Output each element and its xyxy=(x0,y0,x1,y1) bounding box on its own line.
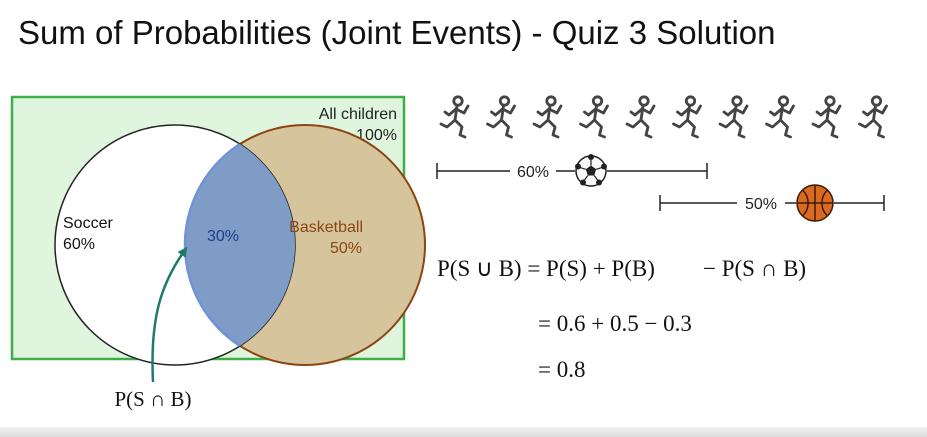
soccer-bar-percent: 60% xyxy=(517,164,549,181)
bottom-bar xyxy=(0,427,927,437)
child-runner-icon xyxy=(858,95,888,139)
intersection-pointer-arrow xyxy=(151,246,188,383)
child-runner-icon xyxy=(579,95,609,139)
children-row xyxy=(439,95,888,139)
basketball-bar-percent: 50% xyxy=(745,196,777,213)
child-runner-icon xyxy=(625,95,656,139)
soccer-label: Soccer xyxy=(63,215,113,232)
child-runner-icon xyxy=(718,95,749,139)
basketball-percent: 50% xyxy=(330,240,362,257)
intersection-label: P(S ∩ B) xyxy=(114,387,191,411)
equation-substitution: = 0.6 + 0.5 − 0.3 xyxy=(538,311,692,336)
universe-percent: 100% xyxy=(356,127,397,144)
child-runner-icon xyxy=(672,95,702,139)
equation-intersection-term: − P(S ∩ B) xyxy=(703,256,806,281)
overlap-percent: 30% xyxy=(207,228,239,245)
soccer-ball-icon xyxy=(575,154,607,187)
child-runner-icon xyxy=(532,95,563,139)
basketball-icon xyxy=(796,184,834,222)
child-runner-icon xyxy=(765,95,795,139)
child-runner-icon xyxy=(486,95,516,139)
overlap-region xyxy=(183,125,295,365)
equation-union-formula: P(S ∪ B) = P(S) + P(B) xyxy=(437,256,655,281)
child-runner-icon xyxy=(811,95,842,139)
basketball-bar xyxy=(659,195,885,211)
equation-result: = 0.8 xyxy=(538,357,585,382)
soccer-percent: 60% xyxy=(63,236,95,253)
basketball-label: Basketball xyxy=(289,219,363,236)
soccer-bar xyxy=(436,163,708,179)
child-runner-icon xyxy=(439,95,470,139)
universe-label: All children xyxy=(319,106,397,123)
slide-title: Sum of Probabilities (Joint Events) - Qu… xyxy=(18,14,776,51)
